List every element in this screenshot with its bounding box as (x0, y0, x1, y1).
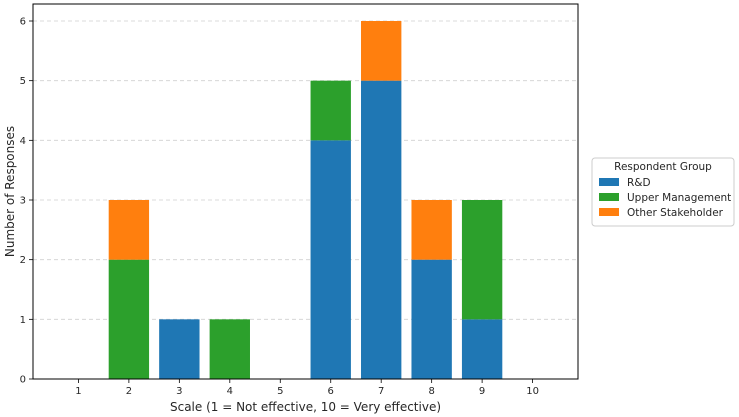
y-tick-label: 3 (20, 196, 26, 207)
bar-9-upper-management (461, 200, 503, 320)
bar-9-r-d (461, 319, 503, 379)
x-tick-label: 8 (428, 386, 434, 397)
x-tick-label: 3 (176, 386, 182, 397)
legend-box (591, 157, 735, 227)
bar-8-r-d (411, 259, 452, 379)
bar-6-upper-management (310, 80, 351, 141)
y-tick-label: 0 (20, 375, 26, 386)
plot-frame (32, 3, 579, 380)
y-tick-label: 4 (20, 136, 26, 147)
bar-4-upper-management (209, 319, 250, 379)
bar-8-other-stakeholder (411, 200, 452, 260)
legend-swatch (599, 193, 619, 201)
legend-entry-label: Upper Management (627, 192, 731, 204)
y-tick-label: 5 (20, 76, 26, 87)
bars (108, 21, 503, 380)
x-tick-label: 7 (378, 386, 384, 397)
x-axis-label: Scale (1 = Not effective, 10 = Very effe… (170, 400, 441, 414)
x-tick-label: 2 (126, 386, 132, 397)
x-tick-label: 5 (277, 386, 283, 397)
bar-3-r-d (159, 319, 200, 379)
legend-entry-label: Other Stakeholder (627, 207, 724, 219)
x-axis-ticks: 1 2 3 4 5 6 7 8 9 10 (75, 379, 539, 397)
x-tick-label: 10 (526, 386, 539, 397)
x-tick-label: 4 (227, 386, 233, 397)
legend-items: R&D Upper Management Other Stakeholder (599, 177, 731, 219)
y-axis-ticks: 0 1 2 3 4 5 6 (20, 17, 33, 386)
y-axis-label: Number of Responses (3, 126, 17, 257)
bar-7-r-d (361, 80, 402, 380)
x-tick-label: 9 (479, 386, 485, 397)
bar-6-r-d (310, 140, 351, 379)
x-tick-label: 6 (328, 386, 334, 397)
legend-swatch (599, 178, 619, 186)
legend-entry-label: R&D (627, 177, 651, 189)
x-tick-label: 1 (75, 386, 81, 397)
legend-title: Respondent Group (614, 161, 712, 173)
bar-2-upper-management (108, 259, 150, 379)
y-tick-label: 6 (20, 17, 26, 28)
bar-7-other-stakeholder (361, 21, 402, 81)
legend: Respondent Group R&D Upper Management Othe… (591, 157, 735, 227)
y-tick-label: 1 (20, 315, 26, 326)
legend-swatch (599, 208, 619, 216)
bar-2-other-stakeholder (108, 200, 150, 260)
y-tick-label: 2 (20, 255, 26, 266)
